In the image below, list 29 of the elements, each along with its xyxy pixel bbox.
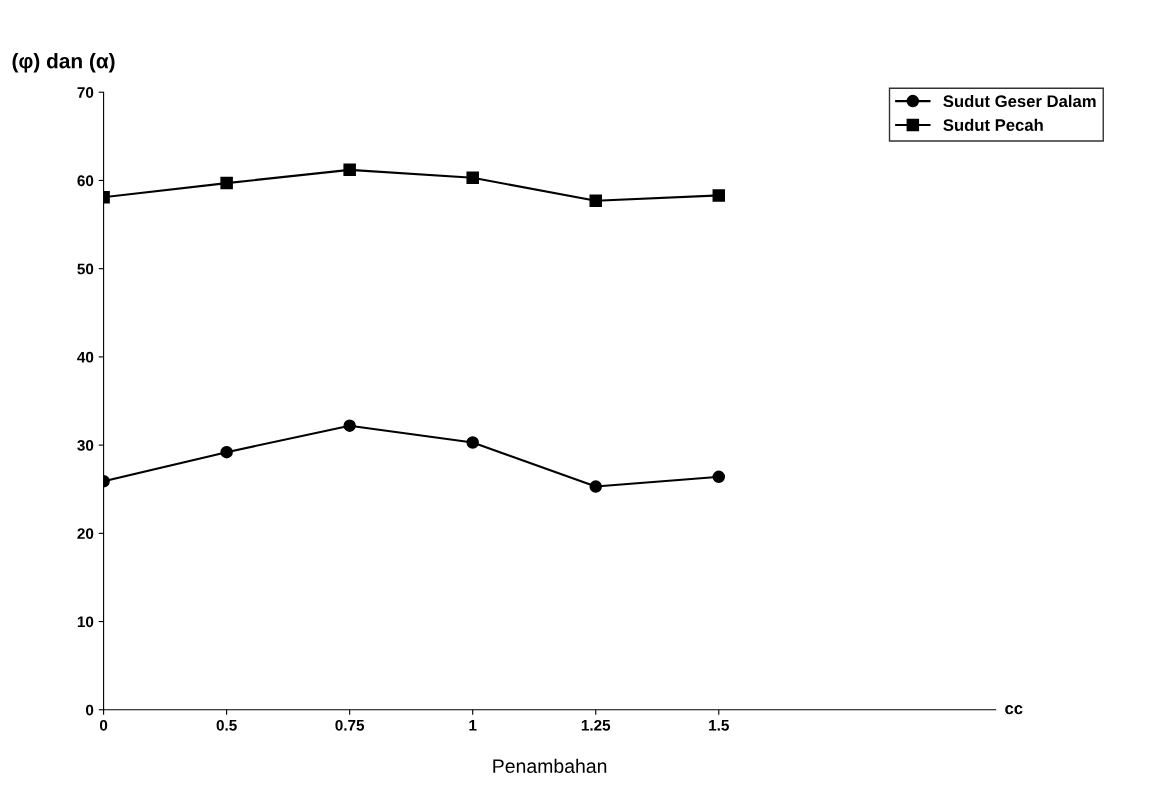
point — [466, 436, 479, 449]
x-tick-label: 1 — [469, 720, 477, 731]
point — [343, 419, 356, 432]
y-axis-title: (φ) dan (α) — [12, 53, 115, 73]
y-tick-label: 70 — [77, 87, 94, 98]
point — [220, 445, 233, 459]
y-tick-label: 50 — [77, 263, 94, 275]
x-tick-label: 0.5 — [216, 719, 237, 731]
x-tick-label: 0 — [99, 719, 108, 731]
legend-label: Sudut Geser Dalam — [943, 94, 1096, 108]
point — [589, 480, 602, 493]
text: cc — [1005, 705, 1023, 715]
point — [712, 470, 726, 484]
y-tick-label: 30 — [77, 439, 94, 451]
legend-label: Sudut Pecah — [943, 118, 1043, 131]
x-tick-label: 0.75 — [335, 719, 365, 731]
point — [220, 176, 233, 190]
point — [589, 194, 602, 207]
y-tick-label: 40 — [77, 351, 94, 363]
x-tick-label: 1.25 — [581, 719, 611, 731]
x-tick-label: 1.5 — [709, 720, 729, 731]
y-tick-label: 60 — [77, 175, 94, 187]
x-axis-title: Penambahan — [493, 758, 607, 774]
y-tick-label: 20 — [77, 528, 94, 540]
point — [466, 171, 479, 185]
y-tick-label: 10 — [77, 616, 94, 628]
y-tick-label: 0 — [85, 704, 94, 716]
point — [712, 189, 726, 202]
point — [343, 163, 356, 177]
